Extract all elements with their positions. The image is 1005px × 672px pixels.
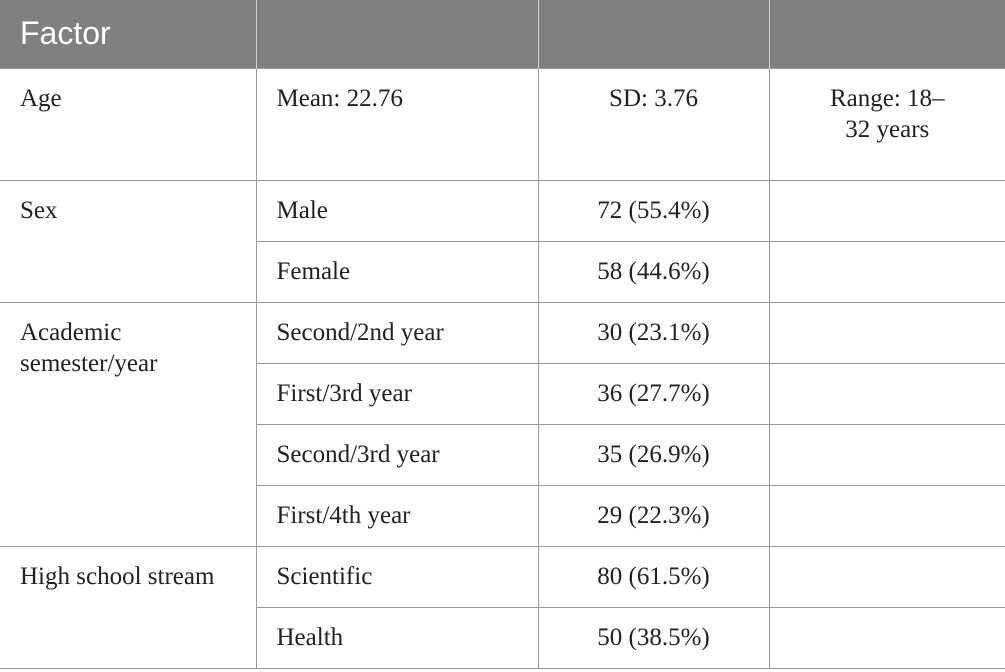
empty-cell xyxy=(768,545,1005,608)
empty-cell xyxy=(768,301,1005,364)
category-label: First/4th year xyxy=(255,484,539,547)
factor-label-age: Age xyxy=(0,67,257,181)
empty-cell xyxy=(768,179,1005,242)
table-row-stream-2: Health 50 (38.5%) xyxy=(0,606,1005,669)
header-factor: Factor xyxy=(0,0,257,68)
header-col-3 xyxy=(537,0,770,68)
table-header-row: Factor xyxy=(0,0,1005,68)
factor-label-stream: High school stream xyxy=(0,545,257,669)
table-row-age: Age Mean: 22.76 SD: 3.76 Range: 18–32 ye… xyxy=(0,67,1005,181)
category-label: Second/3rd year xyxy=(255,423,539,486)
age-range: Range: 18–32 years xyxy=(768,67,1005,181)
category-count: 80 (61.5%) xyxy=(537,545,770,608)
table-row-academic-4: First/4th year 29 (22.3%) xyxy=(0,484,1005,547)
category-label: Male xyxy=(255,179,539,242)
age-sd: SD: 3.76 xyxy=(537,67,770,181)
category-count: 29 (22.3%) xyxy=(537,484,770,547)
empty-cell xyxy=(768,240,1005,303)
empty-cell xyxy=(768,484,1005,547)
category-label: Female xyxy=(255,240,539,303)
table-row-sex-male: Sex Male 72 (55.4%) xyxy=(0,179,1005,303)
table-row-stream-1: High school stream Scientific 80 (61.5%) xyxy=(0,545,1005,669)
category-label: Health xyxy=(255,606,539,669)
factor-label-sex: Sex xyxy=(0,179,257,303)
category-count: 50 (38.5%) xyxy=(537,606,770,669)
table-row-academic-3: Second/3rd year 35 (26.9%) xyxy=(0,423,1005,486)
category-label: Scientific xyxy=(255,545,539,608)
age-mean: Mean: 22.76 xyxy=(255,67,539,181)
table-row-academic-1: Academic semester/year Second/2nd year 3… xyxy=(0,301,1005,547)
category-count: 35 (26.9%) xyxy=(537,423,770,486)
empty-cell xyxy=(768,362,1005,425)
header-col-4 xyxy=(768,0,1005,68)
factor-label-academic: Academic semester/year xyxy=(0,301,257,547)
table-row-academic-2: First/3rd year 36 (27.7%) xyxy=(0,362,1005,425)
category-label: First/3rd year xyxy=(255,362,539,425)
empty-cell xyxy=(768,423,1005,486)
category-count: 36 (27.7%) xyxy=(537,362,770,425)
category-count: 30 (23.1%) xyxy=(537,301,770,364)
header-col-2 xyxy=(255,0,539,68)
empty-cell xyxy=(768,606,1005,669)
category-count: 58 (44.6%) xyxy=(537,240,770,303)
table-row-sex-female: Female 58 (44.6%) xyxy=(0,240,1005,303)
category-count: 72 (55.4%) xyxy=(537,179,770,242)
category-label: Second/2nd year xyxy=(255,301,539,364)
